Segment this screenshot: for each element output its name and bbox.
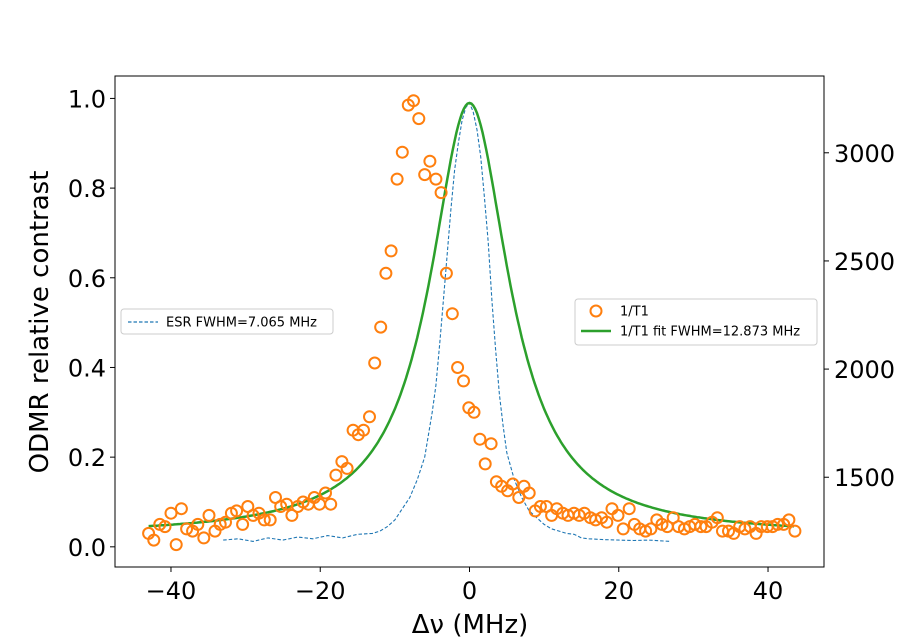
t1-point xyxy=(219,515,232,529)
legend-t1-label: 1/T1 xyxy=(620,305,649,320)
legend-esr-frame xyxy=(120,308,334,335)
t1-point xyxy=(622,502,636,516)
series-layer xyxy=(142,94,802,552)
t1-point xyxy=(451,361,465,374)
t1-point xyxy=(174,502,188,516)
y2-tick-label: 2000 xyxy=(834,356,895,384)
t1-point xyxy=(368,356,382,370)
t1-point xyxy=(164,506,178,520)
t1-point xyxy=(418,168,432,182)
t1-point xyxy=(429,172,443,186)
t1-point xyxy=(600,515,614,529)
legend-esr-label: ESR FWHM=7.065 MHz xyxy=(166,316,317,331)
x-tick-label: −40 xyxy=(146,577,197,605)
t1-point xyxy=(191,517,205,531)
t1-point xyxy=(407,94,420,108)
t1-point xyxy=(771,517,785,531)
t1-point xyxy=(230,504,244,518)
x-tick-label: 20 xyxy=(603,577,634,605)
t1-point xyxy=(710,511,724,525)
y-tick-label: 0.6 xyxy=(68,265,106,293)
t1-point xyxy=(457,374,470,388)
t1-point xyxy=(788,524,802,538)
t1-point xyxy=(379,266,393,280)
t1-point xyxy=(319,486,332,500)
x-tick-label: 0 xyxy=(462,577,477,605)
t1-point xyxy=(694,520,708,534)
t1-point xyxy=(473,432,487,446)
t1-point xyxy=(357,423,370,437)
legend-t1: 1/T1 1/T1 fit FWHM=12.873 MHz xyxy=(574,298,818,346)
y-axis-left: 0.0 0.2 0.4 0.6 0.8 1.0 xyxy=(68,85,115,562)
legend-t1-marker xyxy=(589,304,603,318)
x-axis: −40 −20 0 20 40 xyxy=(146,567,784,605)
y-axis-right: 1500 2000 2500 3000 xyxy=(824,140,895,492)
t1-point xyxy=(484,437,498,451)
t1-point xyxy=(340,461,354,475)
t1-point xyxy=(522,486,536,500)
t1-point xyxy=(395,145,409,159)
x-tick-label: 40 xyxy=(753,577,784,605)
y-axis-title: ODMR relative contrast xyxy=(25,171,55,474)
y-tick-label: 0.2 xyxy=(68,444,106,472)
t1-point xyxy=(423,154,437,168)
t1-point xyxy=(363,410,376,424)
t1-point xyxy=(434,186,448,200)
t1-point xyxy=(644,522,658,536)
x-axis-title: Δν (MHz) xyxy=(412,610,529,637)
t1-point xyxy=(616,522,630,536)
t1-point xyxy=(467,405,481,419)
t1-point xyxy=(158,520,172,534)
t1-point xyxy=(236,517,250,531)
t1-point xyxy=(478,457,492,471)
t1-point xyxy=(257,513,271,527)
y-tick-label: 1.0 xyxy=(68,85,106,113)
legend-esr: ESR FWHM=7.065 MHz xyxy=(120,308,334,335)
t1-point xyxy=(285,508,299,522)
t1-point xyxy=(439,266,453,280)
t1-point xyxy=(412,112,426,126)
t1-point xyxy=(611,508,625,522)
t1-point xyxy=(533,500,547,513)
t1-point xyxy=(390,172,404,186)
t1-fit-line xyxy=(148,101,795,528)
t1-point xyxy=(329,468,343,482)
t1-point xyxy=(512,491,526,504)
t1-point xyxy=(324,497,338,511)
t1-point xyxy=(445,307,459,321)
t1-point xyxy=(274,500,288,513)
t1-point xyxy=(169,538,183,552)
t1-point xyxy=(202,508,216,522)
y2-tick-label: 2500 xyxy=(834,248,895,276)
t1-point xyxy=(384,244,398,258)
t1-point xyxy=(263,513,277,527)
x-tick-label: −20 xyxy=(295,577,346,605)
t1-point xyxy=(147,533,161,547)
y-tick-label: 0.0 xyxy=(68,534,106,562)
y2-tick-label: 1500 xyxy=(834,464,895,492)
legend-t1-frame xyxy=(574,298,818,346)
t1-point xyxy=(374,320,388,334)
y-tick-label: 0.8 xyxy=(68,175,106,203)
t1-point xyxy=(197,531,211,545)
y2-tick-label: 3000 xyxy=(834,140,895,168)
t1-point xyxy=(180,522,194,536)
t1-point xyxy=(246,508,260,522)
legend-fit-label: 1/T1 fit FWHM=12.873 MHz xyxy=(620,325,800,340)
y-tick-label: 0.4 xyxy=(68,354,106,382)
t1-point xyxy=(782,513,796,527)
esr-line xyxy=(223,101,672,542)
